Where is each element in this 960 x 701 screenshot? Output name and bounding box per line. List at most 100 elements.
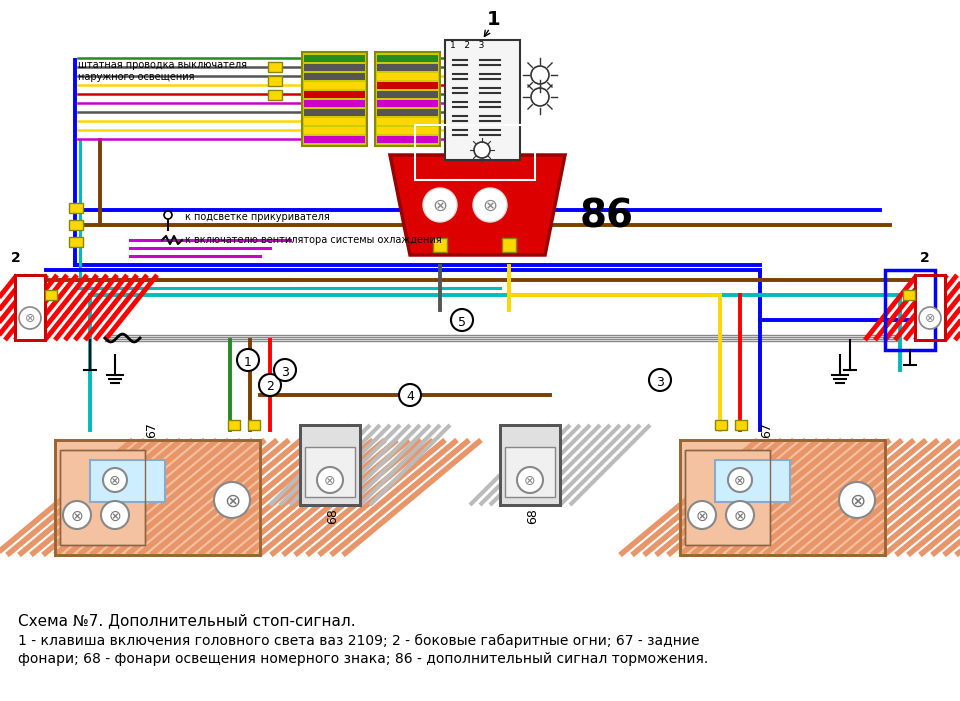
- Text: ⊗: ⊗: [483, 197, 497, 215]
- Bar: [304, 136, 365, 143]
- Bar: [305, 447, 355, 497]
- Bar: [375, 52, 440, 146]
- Text: 3: 3: [281, 365, 289, 379]
- Bar: [60, 450, 145, 545]
- Circle shape: [101, 501, 129, 529]
- Bar: [302, 52, 367, 146]
- Bar: [915, 275, 945, 340]
- Text: 1 - клавиша включения головного света ваз 2109; 2 - боковые габаритные огни; 67 : 1 - клавиша включения головного света ва…: [18, 634, 700, 648]
- Bar: [500, 425, 560, 505]
- Bar: [377, 127, 438, 134]
- Circle shape: [423, 188, 457, 222]
- Text: ⊗: ⊗: [734, 474, 746, 488]
- Bar: [715, 460, 790, 502]
- Text: 3: 3: [656, 376, 664, 388]
- Polygon shape: [390, 155, 565, 255]
- Text: ⊗: ⊗: [109, 474, 121, 488]
- Text: ⊗: ⊗: [324, 474, 336, 488]
- Bar: [304, 118, 365, 125]
- Bar: [69, 237, 83, 247]
- Bar: [15, 275, 45, 340]
- Bar: [304, 127, 365, 134]
- Text: 86: 86: [580, 198, 634, 236]
- Bar: [415, 125, 535, 180]
- Circle shape: [19, 307, 41, 329]
- Text: 1   2   3: 1 2 3: [450, 41, 485, 50]
- Text: к включателю вентилятора системы охлаждения: к включателю вентилятора системы охлажде…: [185, 235, 442, 245]
- Bar: [377, 109, 438, 116]
- Text: 1: 1: [244, 355, 252, 369]
- Text: 1: 1: [487, 10, 500, 29]
- Bar: [903, 290, 915, 300]
- Circle shape: [517, 467, 543, 493]
- Bar: [304, 109, 365, 116]
- Text: ⊗: ⊗: [432, 197, 447, 215]
- Circle shape: [274, 359, 296, 381]
- Bar: [304, 82, 365, 89]
- Text: штатная проводка выключателя
наружного освещения: штатная проводка выключателя наружного о…: [78, 60, 247, 81]
- Bar: [248, 420, 260, 430]
- Text: ⊗: ⊗: [733, 508, 746, 524]
- Bar: [304, 91, 365, 98]
- Bar: [885, 270, 935, 350]
- Text: фонари; 68 - фонари освещения номерного знака; 86 - дополнительный сигнал тормож: фонари; 68 - фонари освещения номерного …: [18, 652, 708, 666]
- Bar: [45, 290, 57, 300]
- Circle shape: [164, 211, 172, 219]
- Text: 68: 68: [326, 508, 339, 524]
- Text: к подсветке прикуривателя: к подсветке прикуривателя: [185, 212, 329, 222]
- Bar: [304, 64, 365, 71]
- Circle shape: [919, 307, 941, 329]
- Bar: [268, 62, 282, 72]
- Bar: [55, 440, 260, 555]
- Bar: [685, 450, 770, 545]
- Circle shape: [259, 374, 281, 396]
- Circle shape: [473, 188, 507, 222]
- Circle shape: [103, 468, 127, 492]
- Bar: [55, 440, 260, 555]
- Bar: [377, 55, 438, 62]
- Bar: [715, 420, 727, 430]
- Bar: [433, 238, 447, 252]
- Bar: [502, 238, 516, 252]
- Bar: [377, 91, 438, 98]
- Circle shape: [649, 369, 671, 391]
- Circle shape: [839, 482, 875, 518]
- Bar: [735, 420, 747, 430]
- Bar: [377, 100, 438, 107]
- Bar: [445, 40, 520, 160]
- Text: 5: 5: [458, 315, 466, 329]
- Bar: [685, 450, 770, 545]
- Bar: [915, 275, 945, 340]
- Text: 68: 68: [526, 508, 539, 524]
- Bar: [377, 64, 438, 71]
- Circle shape: [474, 142, 490, 158]
- Bar: [500, 425, 560, 505]
- Bar: [377, 136, 438, 143]
- Circle shape: [688, 501, 716, 529]
- Circle shape: [726, 501, 754, 529]
- Text: ⊗: ⊗: [849, 491, 865, 510]
- Circle shape: [63, 501, 91, 529]
- Bar: [377, 73, 438, 80]
- Bar: [680, 440, 885, 555]
- Text: Схема №7. Дополнительный стоп-сигнал.: Схема №7. Дополнительный стоп-сигнал.: [18, 613, 355, 628]
- Bar: [15, 275, 45, 340]
- Bar: [90, 460, 165, 502]
- Bar: [680, 440, 885, 555]
- Circle shape: [317, 467, 343, 493]
- Circle shape: [451, 309, 473, 331]
- Text: ⊗: ⊗: [524, 474, 536, 488]
- Text: 67: 67: [760, 422, 773, 438]
- Bar: [304, 55, 365, 62]
- Bar: [377, 82, 438, 89]
- Text: ⊗: ⊗: [696, 508, 708, 524]
- Bar: [69, 220, 83, 230]
- Bar: [300, 425, 360, 505]
- Bar: [268, 76, 282, 86]
- Bar: [300, 425, 360, 505]
- Text: ⊗: ⊗: [924, 313, 935, 325]
- Text: ⊗: ⊗: [224, 491, 240, 510]
- Text: ⊗: ⊗: [71, 508, 84, 524]
- Bar: [69, 203, 83, 213]
- Bar: [228, 420, 240, 430]
